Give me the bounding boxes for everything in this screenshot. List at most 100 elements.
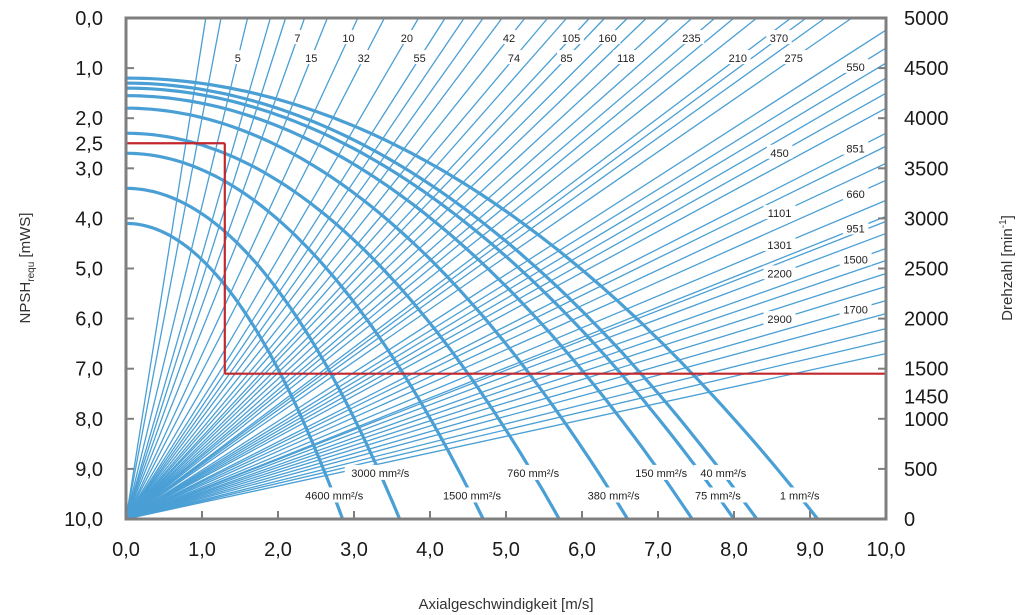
rpm-ray-bg-right-0 (125, 29, 887, 520)
rpm-ray-label-55: 55 (414, 53, 426, 65)
y-right-tick-5: 2500 (904, 259, 949, 281)
rpm-ray-label-42-bg (499, 30, 519, 45)
operating-npsh-label: 2,5 (75, 133, 103, 155)
x-tick-8: 8,0 (720, 539, 748, 561)
x-tick-9: 9,0 (796, 539, 824, 561)
x-tick-5: 5,0 (492, 539, 520, 561)
rpm-ray-1500 (125, 247, 887, 520)
x-tick-4: 4,0 (416, 539, 444, 561)
rpm-ray-1700 (125, 299, 887, 520)
rpm-ray-7 (125, 17, 306, 520)
rpm-ray-bg-top-9 (125, 17, 693, 520)
viscosity-label-bg-4 (581, 487, 646, 503)
viscosity-label-0: 4600 mm²/s (305, 490, 364, 502)
rpm-ray-label-74: 74 (508, 53, 520, 65)
rpm-ray-label-7: 7 (294, 33, 300, 45)
viscosity-curve-4 (126, 106, 629, 520)
viscosity-label-6: 75 mm²/s (695, 490, 741, 502)
y-left-tick-9: 9,0 (75, 459, 103, 481)
y-right-tick-10: 0 (904, 509, 915, 531)
rpm-ray-bg-right-6 (125, 259, 887, 520)
viscosity-curve-0 (125, 221, 345, 520)
rpm-ray-label-85-bg (556, 50, 576, 65)
y-right-tick-2: 4000 (904, 108, 949, 130)
viscosity-curve-2 (126, 151, 485, 520)
viscosity-label-bg-1 (344, 464, 416, 480)
rpm-ray-label-10-bg (339, 30, 359, 45)
rpm-ray-label-105-bg (558, 30, 584, 45)
rpm-ray-15 (125, 17, 329, 520)
rpm-ray-bg-right-3 (125, 107, 887, 520)
rpm-ray-bg-top-8 (125, 17, 648, 520)
rpm-ray-32 (125, 17, 385, 520)
y-left-tick-7: 7,0 (75, 359, 103, 381)
rpm-ray-label-7-bg (291, 30, 304, 45)
rpm-ray-label-32-bg (354, 50, 374, 65)
viscosity-curve-6 (125, 86, 736, 520)
viscosity-curves (125, 76, 819, 520)
viscosity-curve-5 (126, 94, 694, 520)
rpm-ray-bg-top-7 (125, 17, 568, 520)
operating-rpm-label: 1450 (904, 387, 949, 409)
rpm-ray-label-55-bg (410, 50, 430, 65)
viscosity-label-bg-7 (694, 464, 753, 480)
rpm-ray-label-105: 105 (562, 33, 580, 45)
rpm-ray-label-2900: 2900 (767, 314, 791, 326)
rpm-ray-bg-right-11 (125, 353, 887, 520)
rpm-ray-210 (125, 17, 792, 520)
viscosity-label-bg-8 (773, 487, 826, 503)
rpm-ray-bg-top-10 (125, 17, 735, 520)
rpm-ray-370 (125, 17, 807, 520)
rpm-ray-550 (125, 47, 887, 520)
rpm-ray-bg-right-4 (125, 145, 887, 520)
rpm-ray-label-10: 10 (342, 33, 354, 45)
rpm-ray-bg-right-5 (125, 220, 887, 520)
viscosity-label-bg-3 (500, 464, 566, 480)
x-tick-3: 3,0 (340, 539, 368, 561)
y-right-tick-8: 1000 (904, 409, 949, 431)
rpm-ray-label-1500: 1500 (843, 254, 867, 266)
viscosity-curve-8 (125, 76, 819, 520)
rpm-ray-450 (125, 92, 887, 520)
rpm-ray-bg-right-7 (125, 272, 887, 520)
rpm-ray-label-5-bg (231, 50, 245, 65)
rpm-ray-label-1101-bg (763, 205, 796, 220)
rpm-ray-label-1101: 1101 (768, 208, 792, 220)
rpm-ray-1301 (125, 199, 887, 520)
rpm-ray-label-660: 660 (846, 189, 864, 201)
y-left-tick-1: 1,0 (75, 58, 103, 80)
rpm-ray-bg-right-9 (125, 327, 887, 520)
rpm-ray-label-160: 160 (598, 33, 616, 45)
rpm-ray-105 (125, 17, 591, 520)
rpm-ray-2900 (125, 285, 887, 520)
rpm-ray-2200 (125, 232, 887, 520)
rpm-ray-label-15-bg (301, 50, 321, 65)
rpm-ray-660 (125, 179, 887, 520)
y-left-tick-5: 5,0 (75, 259, 103, 281)
y-right-tick-9: 500 (904, 459, 937, 481)
rpm-ray-label-1301-bg (763, 236, 796, 251)
rpm-ray-bg-top-5 (125, 17, 484, 520)
rpm-ray-label-2900-bg (763, 311, 796, 326)
rpm-ray-label-32: 32 (358, 53, 370, 65)
y-left-tick-4: 4,0 (75, 208, 103, 230)
rpm-ray-118 (125, 17, 670, 520)
rpm-ray-label-85: 85 (560, 53, 572, 65)
viscosity-label-3: 760 mm²/s (507, 468, 559, 480)
rpm-ray-74 (125, 17, 549, 520)
y-left-tick-2: 2,0 (75, 108, 103, 130)
viscosity-label-5: 150 mm²/s (635, 468, 687, 480)
rpm-ray-bg-top-2 (125, 17, 272, 520)
y-axis-left-title: NPSHrequ [mWS] (17, 213, 37, 324)
rpm-ray-20 (125, 17, 420, 520)
rpm-ray-bg-top-1 (125, 17, 222, 520)
rpm-ray-951 (125, 215, 887, 520)
y-right-tick-7: 1500 (904, 359, 949, 381)
rpm-ray-label-15: 15 (305, 53, 317, 65)
y-right-tick-6: 2000 (904, 309, 949, 331)
rpm-ray-label-235: 235 (682, 33, 700, 45)
rpm-ray-label-160-bg (594, 30, 621, 45)
viscosity-label-1: 3000 mm²/s (351, 468, 410, 480)
rpm-ray-label-951: 951 (846, 224, 864, 236)
